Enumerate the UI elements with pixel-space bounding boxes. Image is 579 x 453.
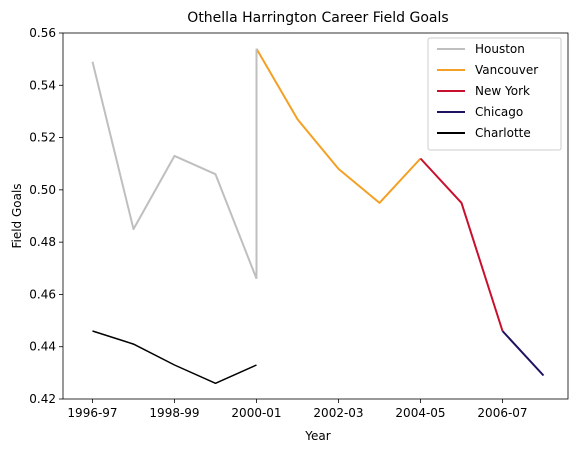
y-tick-label: 0.44 [29,340,56,354]
plot-area-frame [62,32,569,400]
series-line-new-york [419,157,504,332]
y-tick-label: 0.56 [29,26,56,40]
x-tick-label: 2004-05 [395,406,445,420]
y-tick-label: 0.54 [29,78,56,92]
series-line-chicago [501,330,545,377]
series-lines [91,48,545,385]
y-axis-label: Field Goals [10,183,24,248]
x-tick-label: 1996-97 [67,406,117,420]
y-axis: 0.42 0.44 0.46 0.48 0.50 0.52 0.54 0.56 [29,26,63,406]
y-tick-label: 0.52 [29,131,56,145]
series-line-vancouver [255,48,422,204]
legend-label-vancouver: Vancouver [475,63,538,77]
x-tick-label: 2002-03 [313,406,363,420]
x-tick-label: 1998-99 [149,406,199,420]
chart-title: Othella Harrington Career Field Goals [187,10,448,26]
y-tick-label: 0.48 [29,235,56,249]
legend: Houston Vancouver New York Chicago Charlotte [427,37,562,151]
x-axis-label: Year [304,429,330,443]
y-tick-label: 0.42 [29,392,56,406]
legend-label-charlotte: Charlotte [475,126,531,140]
legend-frame [427,37,562,151]
x-axis: 1996-97 1998-99 2000-01 2002-03 2004-05 2006-… [67,399,528,420]
y-tick-label: 0.46 [29,287,56,301]
x-tick-label: 2000-01 [231,406,281,420]
legend-label-houston: Houston [475,42,525,56]
legend-label-new-york: New York [475,84,530,98]
x-tick-label: 2006-07 [477,406,527,420]
series-line-houston [91,61,258,280]
series-line-charlotte [92,330,257,385]
legend-label-chicago: Chicago [475,105,523,119]
y-tick-label: 0.50 [29,183,56,197]
